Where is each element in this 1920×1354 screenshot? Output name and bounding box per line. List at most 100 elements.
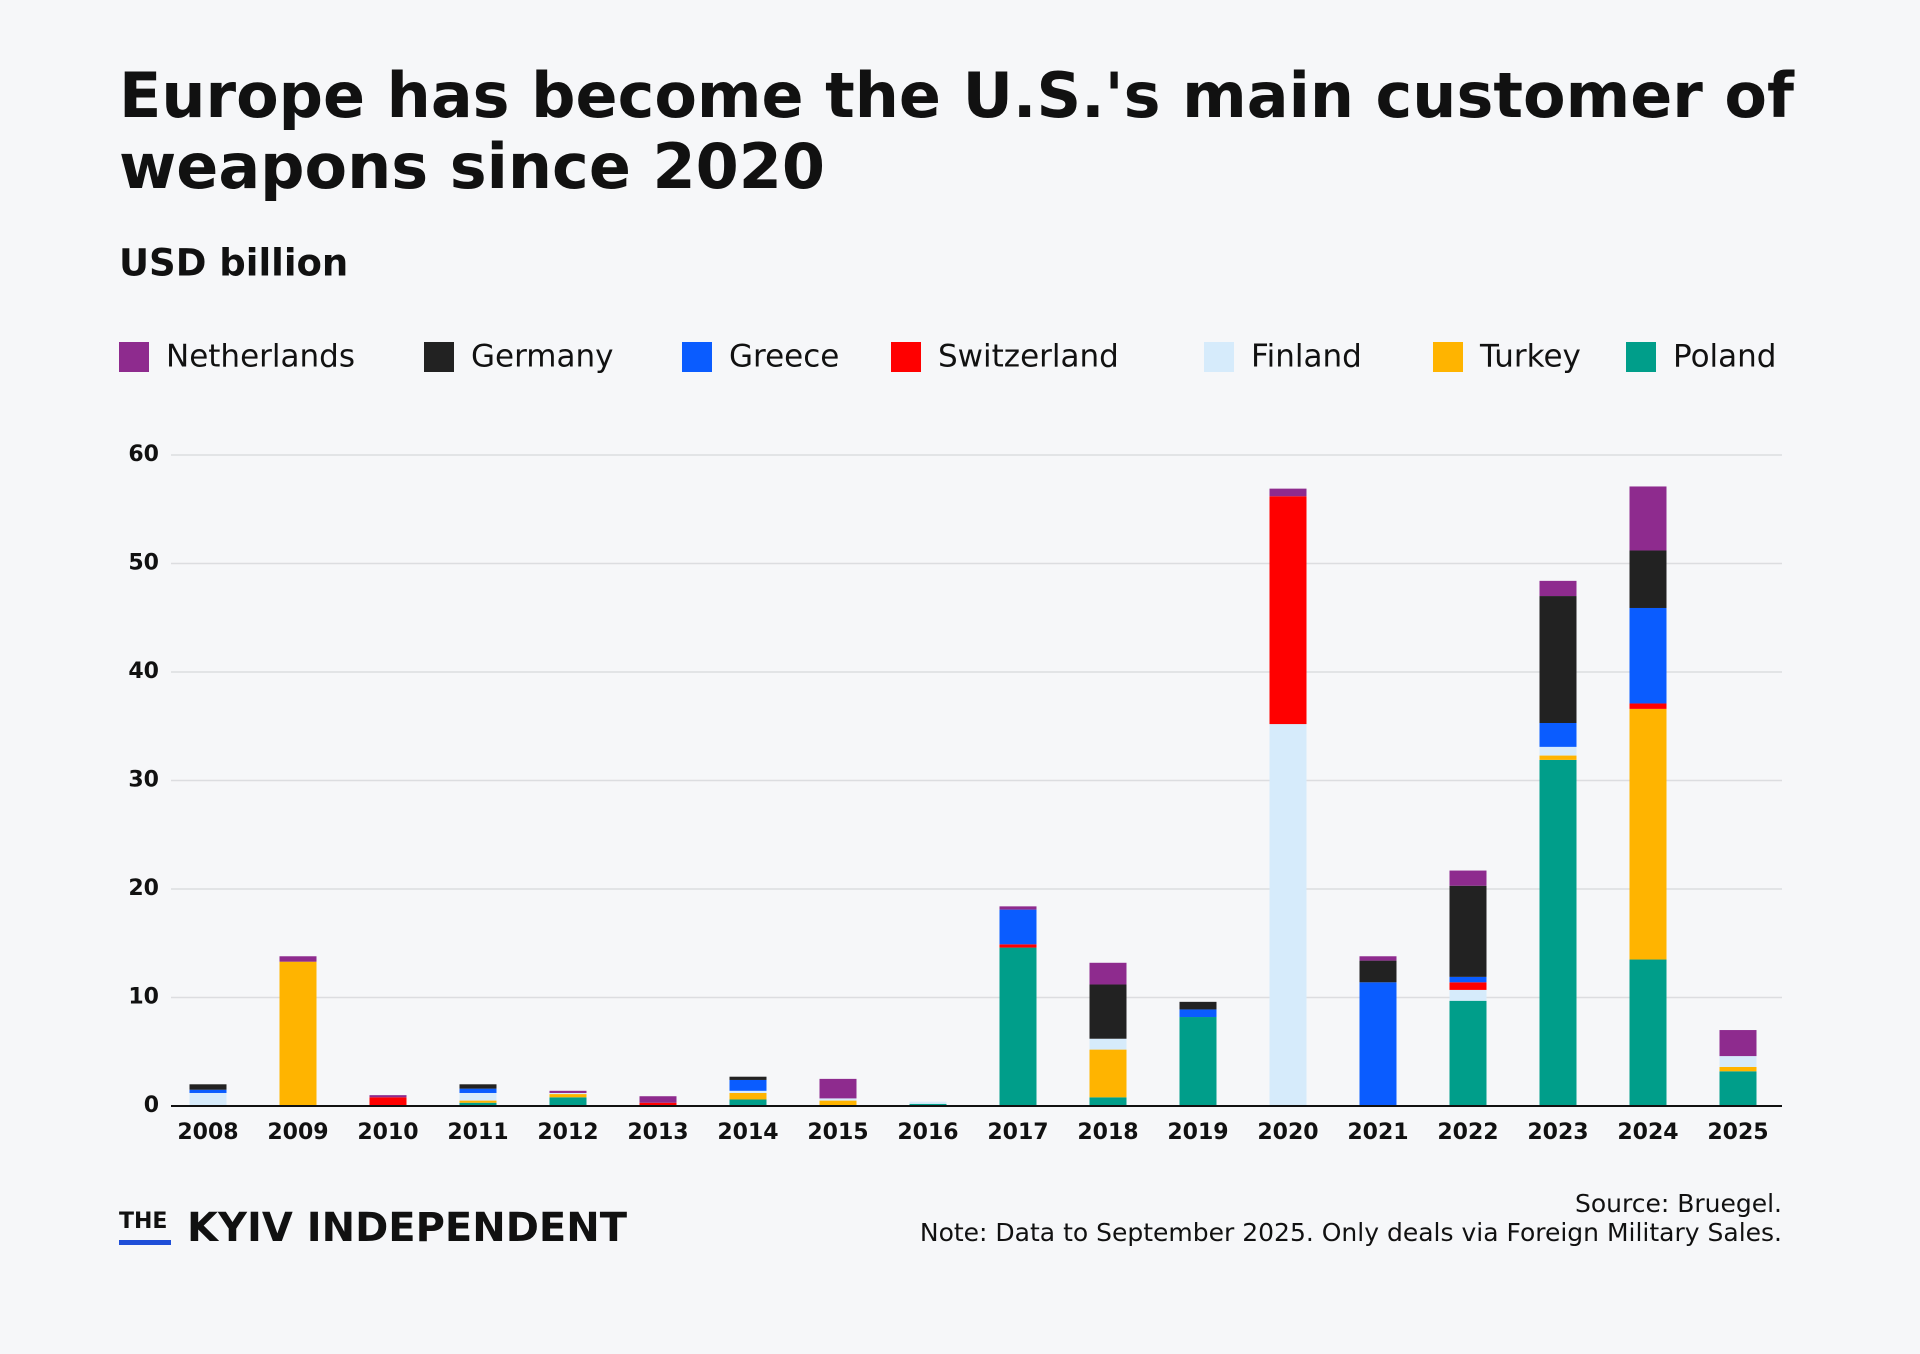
bar-segment: [1089, 1049, 1127, 1098]
bar-segment: [1719, 1071, 1757, 1106]
bar-segment: [1539, 580, 1577, 597]
bar-segment: [549, 1097, 587, 1106]
bar-segment: [729, 1092, 767, 1100]
bar-segment: [1269, 496, 1307, 725]
chart-title: Europe has become the U.S.'s main custom…: [119, 59, 1795, 132]
bar-segment: [1449, 982, 1487, 990]
bar-segment: [459, 1084, 497, 1089]
y-tick-label: 50: [128, 551, 159, 576]
bar-segment: [1719, 1066, 1757, 1072]
legend-swatch: [1626, 342, 1656, 372]
x-tick-label: 2014: [717, 1120, 778, 1145]
note: Note: Data to September 2025. Only deals…: [920, 1218, 1782, 1247]
x-tick-label: 2009: [267, 1120, 328, 1145]
bar-segment: [1269, 724, 1307, 1105]
legend-label: Poland: [1673, 339, 1777, 375]
bar-segment: [1089, 984, 1127, 1039]
x-tick-label: 2008: [177, 1120, 238, 1145]
bar-segment: [1179, 1009, 1217, 1018]
bar-segment: [1449, 885, 1487, 977]
bar-segment: [729, 1076, 767, 1080]
x-tick-label: 2017: [987, 1120, 1048, 1145]
bar-segment: [999, 909, 1037, 945]
bar-segment: [1449, 870, 1487, 886]
legend-swatch: [682, 342, 712, 372]
x-tick-label: 2022: [1437, 1120, 1498, 1145]
bar-segment: [1359, 982, 1397, 1106]
chart-title: weapons since 2020: [119, 130, 825, 203]
legend-swatch: [1204, 342, 1234, 372]
x-tick-label: 2011: [447, 1120, 508, 1145]
legend-label: Switzerland: [938, 339, 1119, 375]
logo-the: THE: [119, 1209, 167, 1234]
x-tick-label: 2020: [1257, 1120, 1318, 1145]
logo-name: KYIV INDEPENDENT: [187, 1205, 628, 1251]
bar-segment: [1629, 959, 1667, 1106]
bar-segment: [999, 906, 1037, 910]
legend-label: Greece: [729, 339, 839, 375]
bar-segment: [549, 1094, 587, 1098]
x-tick-label: 2012: [537, 1120, 598, 1145]
bar-segment: [1629, 703, 1667, 709]
legend-label: Turkey: [1479, 339, 1581, 375]
bar-segment: [1539, 596, 1577, 723]
x-tick-label: 2013: [627, 1120, 688, 1145]
y-tick-label: 0: [144, 1093, 159, 1118]
bar-segment: [549, 1090, 587, 1093]
logo-bar: [119, 1240, 171, 1245]
x-tick-label: 2010: [357, 1120, 418, 1145]
bar-segment: [459, 1102, 497, 1106]
legend-swatch: [119, 342, 149, 372]
bar-segment: [1539, 722, 1577, 747]
bar-segment: [459, 1088, 497, 1093]
bar-segment: [369, 1097, 407, 1106]
legend-label: Germany: [471, 339, 613, 375]
x-tick-label: 2016: [897, 1120, 958, 1145]
bar-segment: [279, 961, 317, 1106]
x-tick-label: 2023: [1527, 1120, 1588, 1145]
legend-label: Netherlands: [166, 339, 355, 375]
bar-segment: [999, 944, 1037, 948]
bar-segment: [729, 1099, 767, 1106]
bar-segment: [189, 1084, 227, 1090]
bar-segment: [189, 1089, 227, 1093]
bar-segment: [1629, 550, 1667, 608]
bar-segment: [459, 1092, 497, 1101]
bar-segment: [1449, 989, 1487, 1001]
bar-segment: [1359, 960, 1397, 983]
x-tick-label: 2019: [1167, 1120, 1228, 1145]
bar-segment: [909, 1101, 947, 1104]
bar-segment: [999, 947, 1037, 1106]
x-tick-label: 2021: [1347, 1120, 1408, 1145]
y-tick-label: 10: [128, 985, 159, 1010]
legend-swatch: [891, 342, 921, 372]
bar-segment: [1539, 755, 1577, 760]
bar-segment: [1629, 486, 1667, 551]
bar-segment: [1179, 1017, 1217, 1106]
bar-segment: [1539, 746, 1577, 756]
source: Source: Bruegel.: [1575, 1189, 1782, 1218]
bar-segment: [639, 1096, 677, 1103]
bar-segment: [1089, 962, 1127, 985]
bar-segment: [819, 1078, 857, 1099]
bar-segment: [729, 1090, 767, 1093]
x-tick-label: 2018: [1077, 1120, 1138, 1145]
y-tick-label: 40: [128, 659, 159, 684]
bar-segment: [1089, 1038, 1127, 1050]
bar-segment: [549, 1092, 587, 1095]
chart-subtitle: USD billion: [119, 242, 348, 285]
bar-segment: [819, 1098, 857, 1101]
x-tick-label: 2025: [1707, 1120, 1768, 1145]
y-tick-label: 60: [128, 442, 159, 467]
bar-segment: [369, 1095, 407, 1098]
bar-segment: [1719, 1056, 1757, 1067]
x-tick-label: 2015: [807, 1120, 868, 1145]
bar-segment: [1719, 1030, 1757, 1057]
x-tick-label: 2024: [1617, 1120, 1678, 1145]
bar-segment: [1269, 488, 1307, 497]
bar-segment: [1089, 1097, 1127, 1106]
bar-segment: [279, 956, 317, 962]
bar-segment: [1629, 708, 1667, 960]
